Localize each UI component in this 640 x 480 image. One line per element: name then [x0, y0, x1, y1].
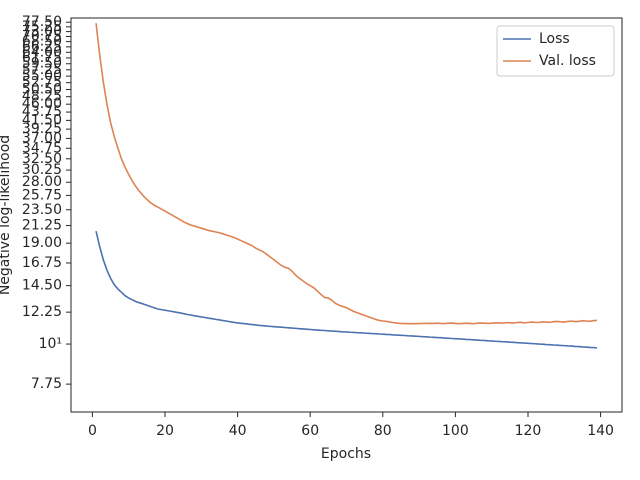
y-tick-label: 70.75 — [22, 29, 62, 45]
x-tick-label: 20 — [156, 423, 174, 439]
x-axis-label: Epochs — [321, 446, 371, 462]
y-tick-label: 41.50 — [22, 112, 62, 128]
x-tick-label: 40 — [229, 423, 247, 439]
y-tick-label: 68.50 — [22, 34, 62, 50]
y-tick-label: 32.50 — [22, 151, 62, 167]
legend-label: Loss — [539, 31, 570, 47]
y-tick-label: 48.25 — [22, 89, 62, 105]
y-tick-label: 61.75 — [22, 50, 62, 66]
y-tick-label: 30.25 — [22, 162, 62, 178]
y-tick-label: 23.50 — [22, 202, 62, 218]
y-axis-label: Negative log-likelihood — [0, 135, 13, 295]
x-tick-label: 120 — [515, 423, 542, 439]
y-tick-label: 59.50 — [22, 56, 62, 72]
line-series — [95, 231, 598, 349]
y-tick-label: 39.25 — [22, 121, 62, 137]
y-tick-label: 57.25 — [22, 62, 62, 78]
y-tick-label: 19.00 — [22, 235, 62, 251]
y-tick-label: 12.25 — [22, 304, 62, 320]
x-tick-label: 140 — [587, 423, 614, 439]
y-tick-label: 50.50 — [22, 82, 62, 98]
y-tick-label: 10¹ — [39, 336, 62, 352]
y-tick-label: 43.75 — [22, 104, 62, 120]
x-tick-label: 100 — [442, 423, 469, 439]
legend-label: Val. loss — [539, 53, 596, 69]
y-tick-label: 37.00 — [22, 130, 62, 146]
y-tick-label: 73.00 — [22, 24, 62, 40]
y-tick-label: 7.75 — [31, 376, 62, 392]
y-tick-label: 46.00 — [22, 96, 62, 112]
y-tick-label: 75.25 — [22, 19, 62, 35]
y-tick-label: 34.75 — [22, 140, 62, 156]
y-tick-label: 21.25 — [22, 218, 62, 234]
y-tick-label: 16.75 — [22, 255, 62, 271]
x-tick-label: 0 — [88, 423, 97, 439]
y-tick-label: 14.50 — [22, 278, 62, 294]
plot-frame — [70, 17, 623, 413]
x-tick-label: 60 — [301, 423, 319, 439]
y-tick-label: 64.00 — [22, 44, 62, 60]
y-tick-label: 77.50 — [22, 14, 62, 30]
y-tick-label: 55.00 — [22, 68, 62, 84]
line-series — [95, 23, 598, 325]
y-tick-label: 25.75 — [22, 187, 62, 203]
x-tick-label: 80 — [374, 423, 392, 439]
y-tick-label: 52.75 — [22, 75, 62, 91]
y-tick-label: 28.00 — [22, 174, 62, 190]
y-tick-label: 66.25 — [22, 39, 62, 55]
